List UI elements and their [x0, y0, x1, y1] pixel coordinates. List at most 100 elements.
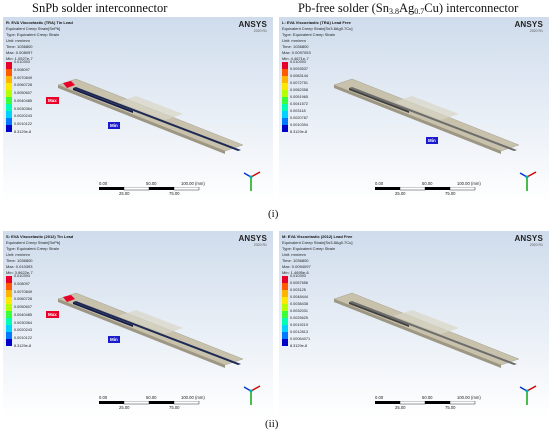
legend-value-label: 0.0083144 [290, 74, 308, 78]
column-title-snpb: SnPb solder interconnector [32, 1, 168, 15]
legend-swatch [282, 111, 288, 118]
scale-tick-label: 0.00 [375, 395, 384, 400]
slab-front-face [58, 85, 225, 154]
scale-tick-label: 100.00 (mm) [181, 395, 205, 400]
legend-swatch [282, 83, 288, 90]
legend-value-label: 0.0040485 [14, 98, 32, 103]
axis-triad-icon [519, 385, 537, 405]
header-line: Time: 1036800 [282, 258, 309, 263]
legend-swatch [282, 283, 288, 290]
slab-front-face [334, 85, 501, 154]
slab-top-face [333, 78, 520, 152]
header-line: Type: Equivalent Creep Strain [6, 246, 60, 251]
scale-tick-label: 75.00 [169, 191, 180, 196]
legend-swatch [282, 290, 288, 297]
header-line: Time: 1036800 [6, 44, 33, 49]
legend-swatch [6, 118, 12, 125]
legend-swatch [6, 90, 12, 97]
legend-value-label: 0.0060728 [14, 297, 32, 302]
legend-value-label: 0.0020243 [14, 328, 32, 333]
max-strain-spot [63, 295, 75, 302]
header-line: Unit: mm/mm [6, 38, 30, 43]
legend-swatch [6, 76, 12, 83]
legend-value-label: 0.0030364 [14, 320, 32, 325]
solar-cell-model [57, 78, 244, 154]
legend-value-label: 0.00064071 [290, 337, 311, 341]
scale-tick-label: 0.00 [99, 395, 108, 400]
legend-value-label: 0.010393 [290, 60, 306, 64]
ansys-logo: ANSYS 2020 R1 [514, 234, 543, 247]
legend-value-label: 0.010393 [290, 274, 306, 278]
legend-swatch [6, 111, 12, 118]
solar-cell-model [333, 78, 520, 154]
scale-bar: 0.00 50.00 100.00 (mm) 25.00 75.00 [99, 181, 219, 201]
scale-bar-graphic [99, 187, 200, 191]
legend-value-label: 0.0050607 [14, 91, 32, 96]
legend-swatch [6, 276, 12, 283]
scale-bar-graphic [375, 401, 476, 405]
header-line: Max: 0.008097 [6, 50, 33, 55]
legend-value-label: 0.0020243 [14, 114, 32, 119]
scale-tick-label: 25.00 [395, 405, 406, 410]
ansys-version: 2020 R1 [529, 243, 543, 247]
legend-value-label: 0.0010122 [14, 336, 32, 341]
legend-swatch [282, 325, 288, 332]
legend-swatch [6, 104, 12, 111]
interconnector-left-segment [73, 88, 133, 113]
max-marker: Max [46, 311, 59, 318]
interconnector-ribbon [73, 87, 241, 151]
legend-value-label: 0.0010394 [290, 123, 308, 127]
legend-value-label: 0.0038438 [290, 302, 308, 306]
legend-value-label: 0.0072751 [290, 81, 308, 85]
solar-cell-model [333, 292, 520, 368]
ansys-logo-text: ANSYS [514, 234, 543, 243]
cell-region [118, 310, 183, 334]
slab-top-face [333, 292, 520, 366]
ansys-version: 2020 R1 [253, 29, 267, 33]
legend-swatch [6, 97, 12, 104]
scale-tick-label: 0.00 [375, 181, 384, 186]
cell-region [394, 96, 459, 120]
legend-value-label: 8.3129e-8 [14, 344, 32, 348]
legend-value-label: 0.0041572 [290, 102, 308, 106]
legend-swatch [6, 290, 12, 297]
interconnector-ribbon [349, 301, 517, 365]
scale-tick-label: 50.00 [422, 395, 433, 400]
ansys-logo: ANSYS 2020 R1 [238, 234, 267, 247]
header-line: M: EVA Viscoelastic (2012) Lead Free [282, 234, 353, 239]
title-subscript: 3.8 [388, 7, 399, 16]
header-line: Max: 0.0097053 [282, 50, 311, 55]
scale-bar-graphic [99, 401, 200, 405]
legend-swatch [6, 332, 12, 339]
scale-bar: 0.00 50.00 100.00 (mm) 25.00 75.00 [375, 395, 495, 415]
ansys-logo-text: ANSYS [514, 20, 543, 29]
result-header: R: EVA Viscoelastic (TRA) Tin Lead Equiva… [6, 20, 73, 62]
header-line: Equivalent Creep Strain[Sn3.8Ag0.7Cu] [282, 26, 353, 31]
ansys-logo-text: ANSYS [238, 234, 267, 243]
title-part: Ag [398, 1, 415, 15]
header-line: Unit: mm/mm [282, 252, 306, 257]
simulation-panel-leadfree-tra: L: EVA Viscoelastic (TRA) Lead Free Equiv… [279, 17, 549, 203]
legend-value-label: 0.0040485 [14, 312, 32, 317]
min-marker: Min [108, 336, 120, 343]
legend-swatch [282, 276, 288, 283]
ansys-version: 2020 R1 [529, 29, 543, 33]
axis-triad-icon [519, 171, 537, 191]
legend-swatch [282, 76, 288, 83]
column-title-pb-free: Pb-free solder (Sn3.8Ag0.7Cu) interconne… [298, 1, 518, 16]
scale-tick-label: 50.00 [146, 181, 157, 186]
header-line: Min: 1.0527e-7 [6, 56, 33, 61]
legend-swatch [6, 62, 12, 69]
legend-value-label: 0.0057656 [290, 281, 308, 285]
legend-value-label: 8.3129e-8 [290, 344, 308, 348]
scale-bar-graphic [375, 187, 476, 191]
legend-value-label: 0.0051965 [290, 95, 308, 99]
header-line: Equivalent Creep Strain[SnPb] [6, 240, 61, 245]
legend-value-label: 0.0060728 [14, 83, 32, 88]
legend-swatch [282, 304, 288, 311]
interconnector-left-segment [349, 302, 409, 327]
header-line: Time: 1036800 [6, 258, 33, 263]
scale-tick-label: 75.00 [445, 191, 456, 196]
legend-swatch [6, 304, 12, 311]
legend-value-label: 0.008097 [14, 67, 30, 72]
